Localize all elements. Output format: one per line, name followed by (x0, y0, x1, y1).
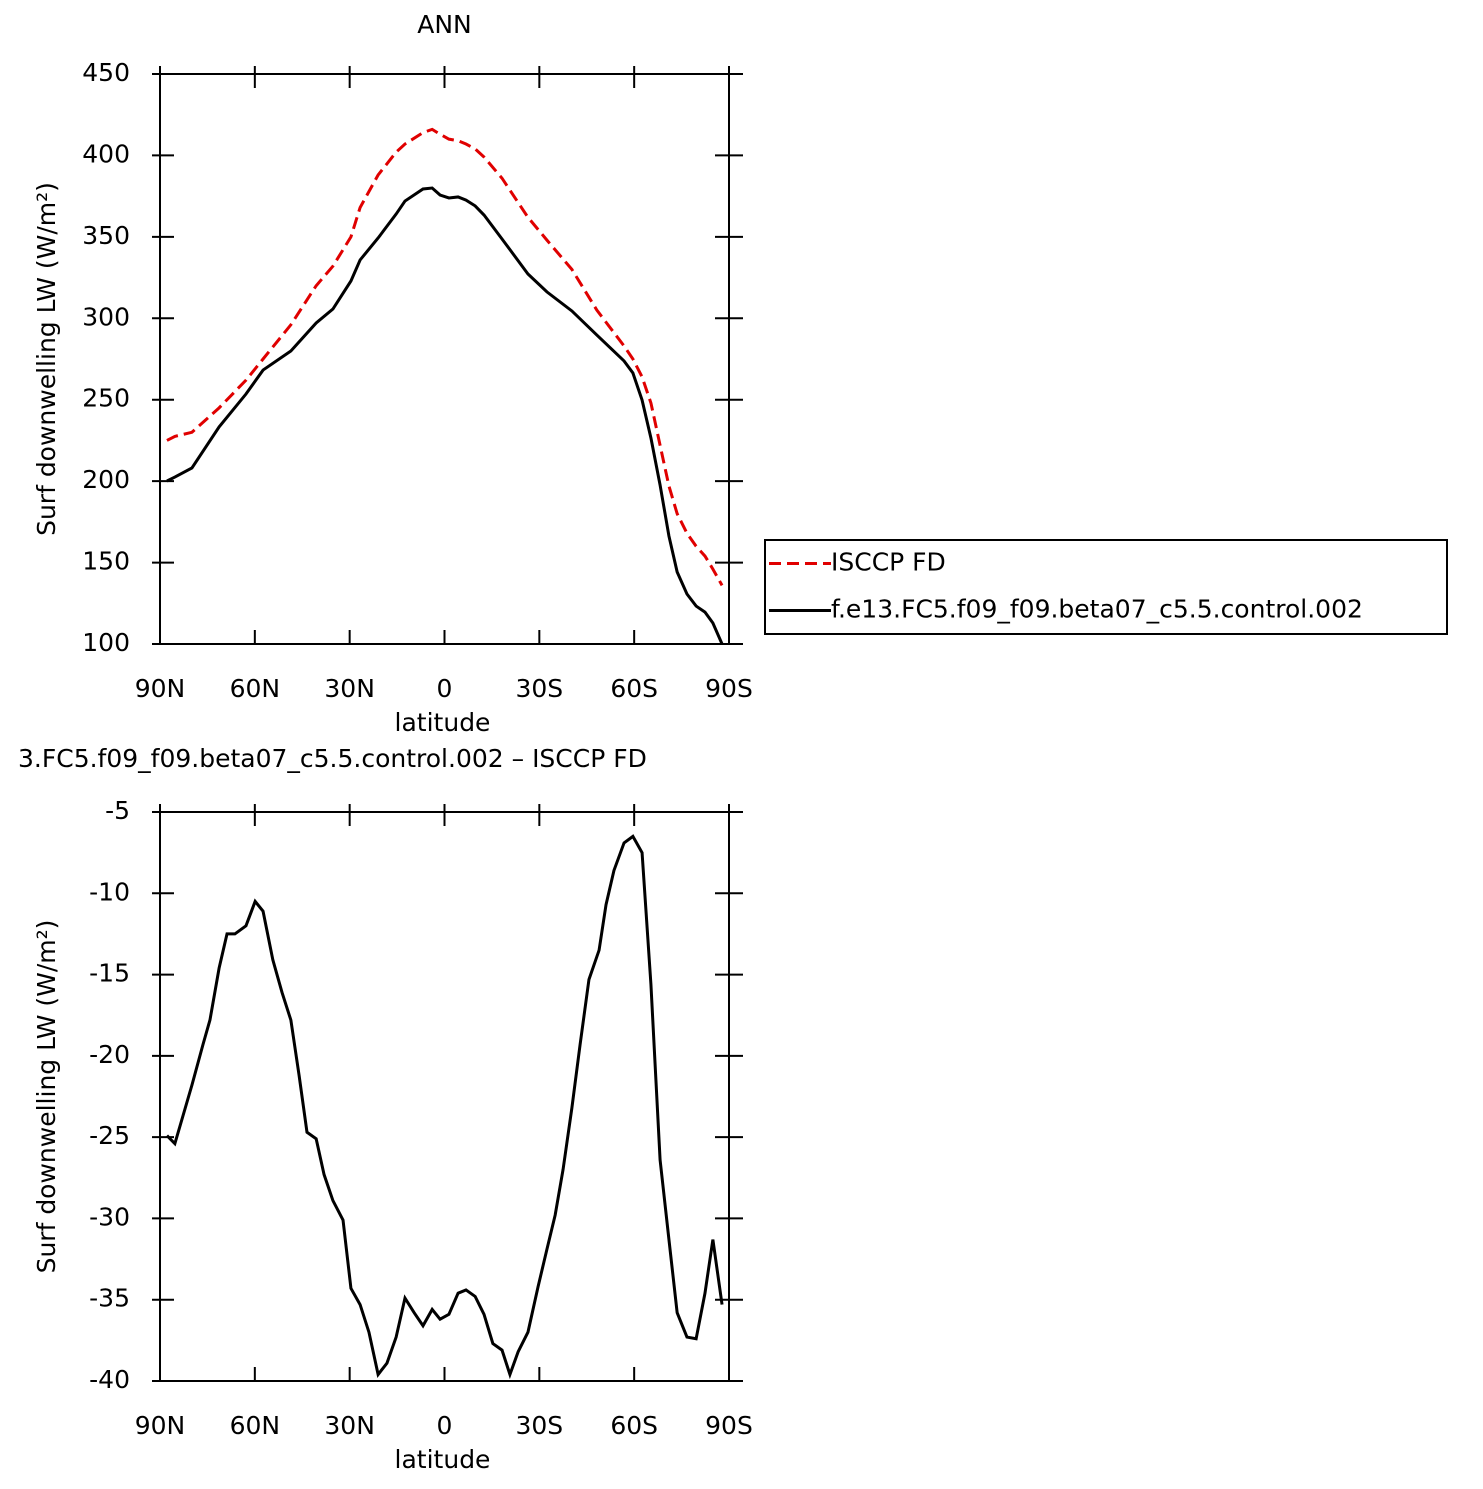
data-line (165, 834, 724, 1380)
y-tick-label: -40 (89, 1365, 130, 1394)
y-tick-label: 200 (82, 465, 130, 494)
x-tick-label: 90S (705, 1411, 753, 1440)
plot-frame (159, 73, 730, 645)
x-tick-label: 30S (515, 1411, 563, 1440)
y-tick-label: 350 (82, 221, 130, 250)
y-axis-label: Surf downwelling LW (W/m²) (32, 920, 61, 1274)
y-axis-label: Surf downwelling LW (W/m²) (32, 182, 61, 536)
x-tick-label: 60N (230, 1411, 281, 1440)
plot-frame (159, 811, 730, 1382)
y-tick-label: 450 (82, 58, 130, 87)
x-tick-label: 90N (135, 1411, 186, 1440)
y-tick-label: -20 (89, 1040, 130, 1069)
chart-title: ANN (417, 10, 472, 39)
y-tick-label: 400 (82, 139, 130, 168)
x-tick-label: 90N (135, 674, 186, 703)
x-tick-label: 60N (230, 674, 281, 703)
chart-title: 3.FC5.f09_f09.beta07_c5.5.control.002 – … (18, 744, 647, 773)
y-tick-label: 250 (82, 384, 130, 413)
x-tick-label: 60S (610, 1411, 658, 1440)
data-line (166, 127, 724, 587)
legend-label: ISCCP FD (831, 548, 946, 577)
y-tick-label: -25 (89, 1121, 130, 1150)
x-axis-label: latitude (395, 708, 491, 737)
y-tick-label: 300 (82, 302, 130, 331)
x-tick-label: 0 (437, 1411, 453, 1440)
x-tick-label: 30S (515, 674, 563, 703)
x-tick-label: 90S (705, 674, 753, 703)
y-tick-label: 150 (82, 547, 130, 576)
x-tick-label: 30N (324, 1411, 375, 1440)
legend-box (764, 539, 1448, 635)
y-tick-label: -35 (89, 1284, 130, 1313)
legend-label: f.e13.FC5.f09_f09.beta07_c5.5.control.00… (831, 595, 1363, 624)
y-tick-label: -30 (89, 1202, 130, 1231)
y-tick-label: -10 (89, 877, 130, 906)
x-tick-label: 30N (324, 674, 375, 703)
y-tick-label: -15 (89, 959, 130, 988)
x-axis-label: latitude (395, 1445, 491, 1474)
y-tick-label: -5 (105, 796, 130, 825)
x-tick-label: 60S (610, 674, 658, 703)
y-tick-label: 100 (82, 628, 130, 657)
data-line (166, 186, 724, 645)
x-tick-label: 0 (437, 674, 453, 703)
